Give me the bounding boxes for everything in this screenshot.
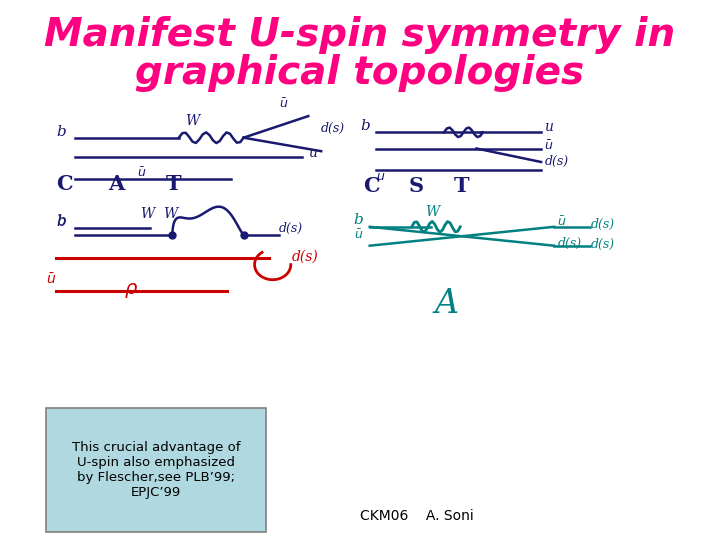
Text: W: W [425,205,439,219]
Text: d(s): d(s) [279,222,303,235]
Text: T: T [454,176,469,195]
Text: u: u [544,120,553,134]
Text: $\bar{u}$: $\bar{u}$ [557,215,567,229]
Text: CKM06    A. Soni: CKM06 A. Soni [360,509,474,523]
Text: C: C [363,176,380,195]
Text: d(s): d(s) [292,249,319,264]
Text: W: W [140,207,154,221]
Text: W: W [185,114,199,129]
Text: d(s): d(s) [591,218,615,231]
Text: T: T [166,174,181,194]
Text: S: S [408,176,423,195]
Text: A: A [108,174,124,194]
Text: W: W [163,207,177,221]
Text: $\bar{u}$: $\bar{u}$ [137,167,146,180]
Text: d(s): d(s) [544,154,569,168]
Text: d(s): d(s) [557,237,582,251]
Text: $\bar{u}$: $\bar{u}$ [544,140,554,153]
Text: b: b [56,125,66,139]
Text: C: C [56,174,73,194]
Text: b: b [354,213,364,227]
Text: $\rho$: $\rho$ [124,281,138,300]
Text: b: b [56,215,66,229]
Text: d(s): d(s) [321,122,346,136]
Text: $\bar{u}$: $\bar{u}$ [354,228,363,242]
Text: u: u [308,146,317,160]
Text: This crucial advantage of
U-spin also emphasized
by Flescher,see PLB’99;
EPJC’99: This crucial advantage of U-spin also em… [72,441,240,499]
Text: $\bar{u}$: $\bar{u}$ [376,171,385,184]
Text: $\bar{u}$: $\bar{u}$ [46,272,56,287]
Text: b: b [360,119,370,133]
Text: d(s): d(s) [591,238,615,252]
Text: b: b [56,214,66,228]
Text: Manifest U-spin symmetry in: Manifest U-spin symmetry in [45,16,675,54]
Text: A: A [434,288,459,320]
FancyBboxPatch shape [46,408,266,532]
Text: graphical topologies: graphical topologies [135,54,585,92]
Text: $\bar{u}$: $\bar{u}$ [279,98,289,111]
